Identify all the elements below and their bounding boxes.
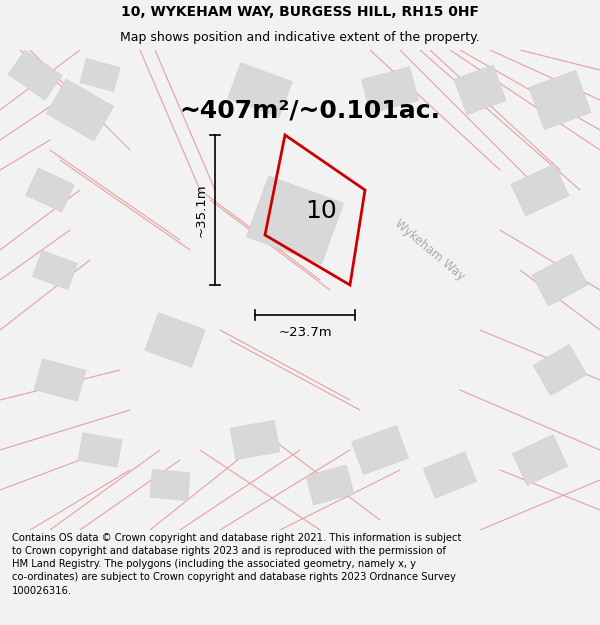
Text: ~407m²/~0.101ac.: ~407m²/~0.101ac. [179, 98, 440, 122]
Polygon shape [145, 312, 205, 368]
Polygon shape [26, 168, 74, 212]
Polygon shape [454, 65, 506, 115]
Text: ~23.7m: ~23.7m [278, 326, 332, 339]
Text: Contains OS data © Crown copyright and database right 2021. This information is : Contains OS data © Crown copyright and d… [12, 533, 461, 596]
Polygon shape [78, 432, 122, 468]
Text: 10: 10 [305, 199, 337, 223]
Polygon shape [423, 452, 477, 498]
Polygon shape [46, 79, 114, 141]
Polygon shape [8, 50, 62, 100]
Polygon shape [533, 344, 587, 396]
Polygon shape [227, 62, 292, 118]
Polygon shape [511, 164, 569, 216]
Polygon shape [352, 426, 409, 474]
Polygon shape [529, 70, 591, 130]
Polygon shape [32, 251, 77, 289]
Polygon shape [80, 58, 120, 92]
Polygon shape [230, 421, 280, 459]
Polygon shape [306, 465, 354, 505]
Text: 10, WYKEHAM WAY, BURGESS HILL, RH15 0HF: 10, WYKEHAM WAY, BURGESS HILL, RH15 0HF [121, 6, 479, 19]
Text: Wykeham Way: Wykeham Way [392, 217, 467, 283]
Polygon shape [34, 359, 86, 401]
Polygon shape [512, 434, 568, 486]
Text: Map shows position and indicative extent of the property.: Map shows position and indicative extent… [120, 31, 480, 44]
Text: ~35.1m: ~35.1m [194, 183, 208, 237]
Polygon shape [532, 254, 588, 306]
Polygon shape [150, 469, 190, 501]
Polygon shape [361, 67, 419, 113]
Polygon shape [246, 176, 344, 264]
